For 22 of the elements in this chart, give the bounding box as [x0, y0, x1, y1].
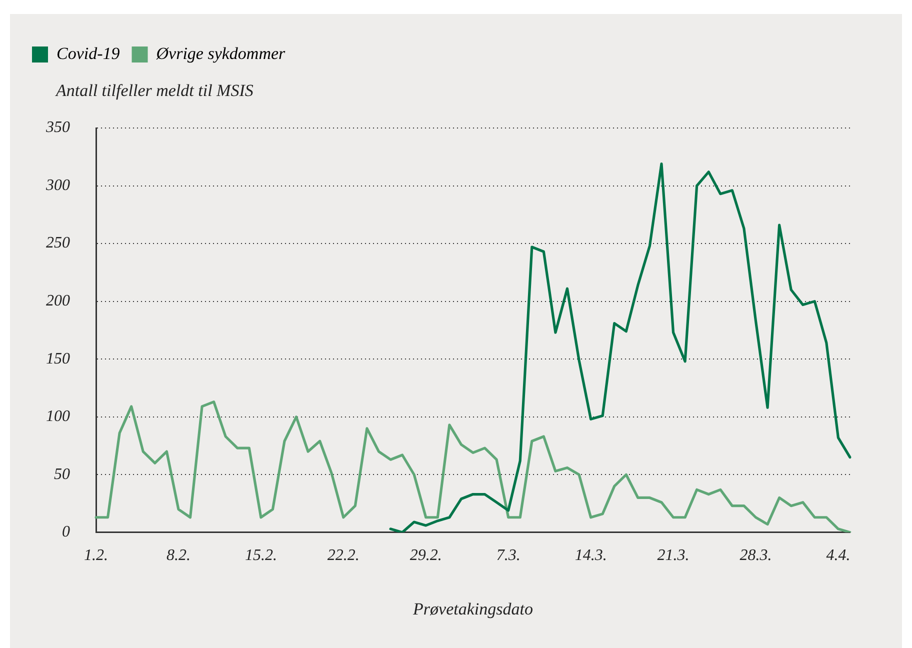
x-tick-label: 22.2. [327, 547, 360, 564]
x-tick-label: 1.2. [84, 547, 108, 564]
x-tick-label: 21.3. [657, 547, 690, 564]
y-tick-label: 50 [54, 466, 70, 483]
x-tick-label: 14.3. [574, 547, 607, 564]
x-tick-label: 29.2. [410, 547, 442, 564]
x-tick-label: 8.2. [166, 547, 190, 564]
y-tick-label: 250 [46, 234, 70, 252]
y-tick-label: 300 [45, 176, 70, 194]
x-tick-label: 7.3. [496, 547, 520, 564]
legend-label: Øvrige sykdommer [155, 44, 286, 63]
y-tick-label: 200 [46, 292, 70, 310]
x-tick-label: 4.4. [826, 547, 850, 564]
y-tick-label: 150 [46, 350, 70, 368]
x-tick-label: 15.2. [244, 547, 277, 564]
legend-label: Covid-19 [56, 44, 120, 63]
y-tick-label: 100 [46, 408, 70, 426]
x-tick-label: 28.3. [740, 547, 772, 564]
y-axis-title: Antall tilfeller meldt til MSIS [55, 80, 254, 100]
y-tick-label: 350 [45, 119, 70, 136]
x-axis-title: Prøvetakingsdato [412, 599, 533, 618]
y-tick-label: 0 [62, 524, 70, 541]
